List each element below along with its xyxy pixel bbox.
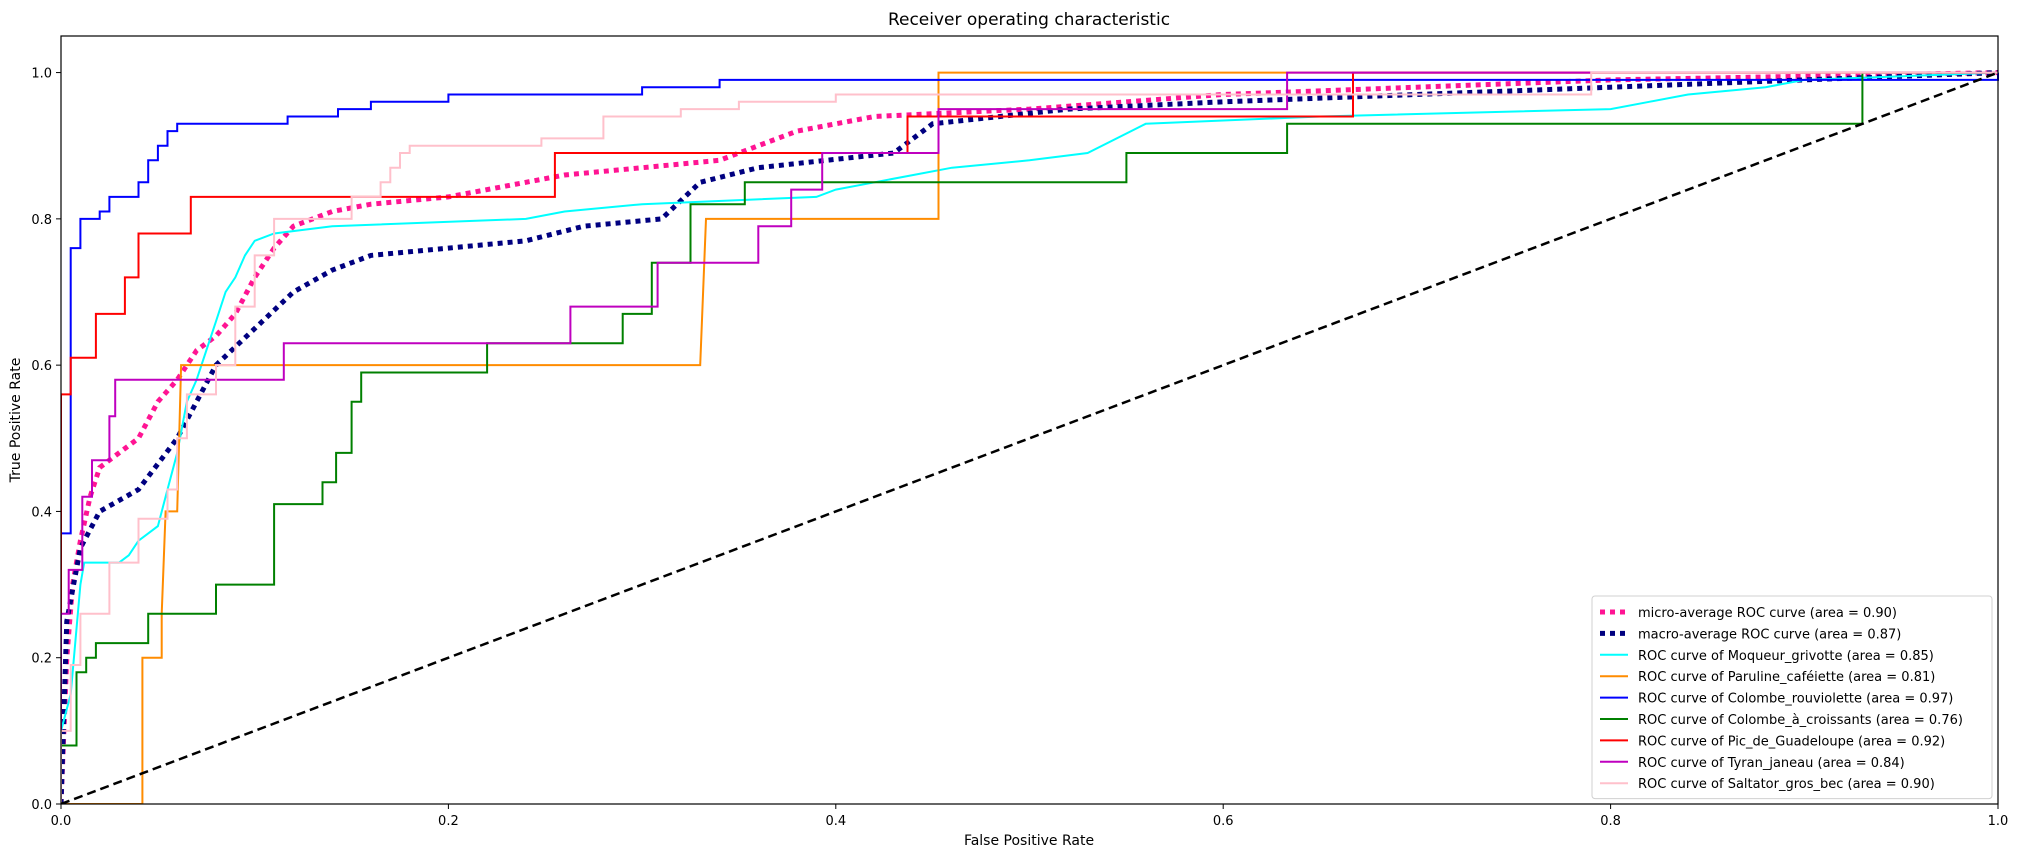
roc-series-line-3 [61, 71, 1998, 804]
y-axis-label: True Positive Rate [8, 358, 24, 484]
x-tick-label: 1.0 [1988, 814, 2009, 829]
legend-entry-label: ROC curve of Pic_de_Guadeloupe (area = 0… [1638, 734, 1945, 749]
legend-entry-label: ROC curve of Colombe_rouviolette (area =… [1638, 692, 1953, 707]
legend-entry-label: micro-average ROC curve (area = 0.90) [1638, 606, 1897, 621]
legend-box [1591, 595, 1993, 800]
legend: micro-average ROC curve (area = 0.90) mac… [1591, 595, 1993, 800]
chance-diagonal-line [61, 71, 1999, 804]
roc-series-line-5 [61, 71, 1998, 804]
y-tick-label: 0.4 [31, 505, 52, 520]
roc-series-line-4 [61, 72, 1999, 804]
x-tick-label: 0.4 [825, 814, 846, 829]
x-axis-label: False Positive Rate [964, 833, 1094, 849]
plot-area [61, 70, 1999, 804]
chart-title: Receiver operating characteristic [888, 10, 1170, 30]
y-tick-label: 0.6 [31, 359, 52, 374]
x-axis-ticks: 0.0 0.2 0.4 0.6 0.8 1.0 [51, 804, 2009, 829]
x-tick-label: 0.6 [1213, 814, 1234, 829]
y-tick-label: 0.2 [31, 652, 52, 667]
legend-entry-label: ROC curve of Saltator_gros_bec (area = 0… [1638, 777, 1935, 792]
roc-series-line-7 [61, 71, 1998, 804]
legend-entry-label: macro-average ROC curve (area = 0.87) [1638, 627, 1901, 642]
y-tick-label: 1.0 [31, 67, 52, 82]
roc-series-line-2 [61, 71, 1999, 804]
y-axis-ticks: 0.0 0.2 0.4 0.6 0.8 1.0 [31, 67, 61, 813]
roc-series-line-8 [61, 71, 1998, 804]
x-tick-label: 0.0 [51, 814, 72, 829]
legend-entry-label: ROC curve of Colombe_à_croissants (area … [1638, 713, 1963, 728]
legend-entry-label: ROC curve of Moqueur_grivotte (area = 0.… [1638, 649, 1934, 664]
axes-frame [60, 35, 1999, 805]
roc-series-line-6 [61, 71, 1998, 804]
legend-entry-label: ROC curve of Paruline_caféiette (area = … [1638, 670, 1935, 685]
x-tick-label: 0.2 [438, 814, 459, 829]
y-tick-label: 0.8 [31, 213, 52, 228]
legend-entry-label: ROC curve of Tyran_janeau (area = 0.84) [1638, 756, 1905, 771]
x-tick-label: 0.8 [1600, 814, 1621, 829]
y-tick-label: 0.0 [31, 798, 52, 813]
